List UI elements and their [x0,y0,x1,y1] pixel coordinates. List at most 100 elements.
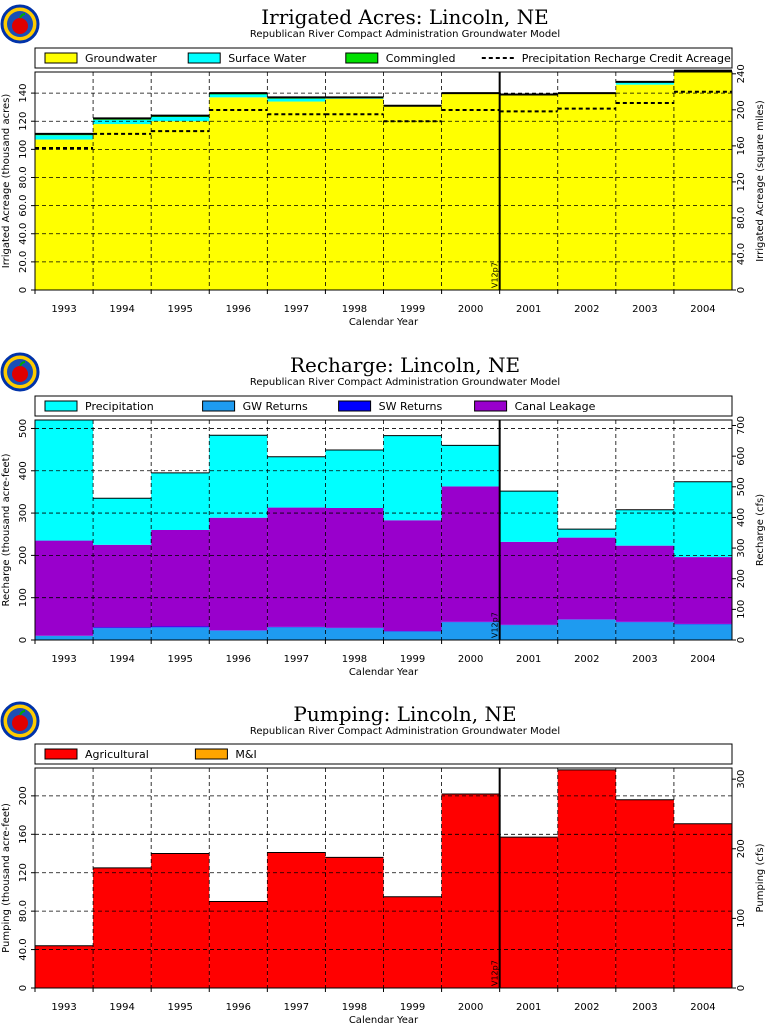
x-tick-label: 2003 [632,304,657,315]
data-bar-canal-leakage [325,508,384,628]
data-bar-surface-water [267,98,326,102]
data-bar-surface-water [151,117,210,122]
y-tick-label: 40.0 [18,938,29,960]
y2-axis-label: Pumping (cfs) [755,843,766,912]
logo-apple [12,715,28,731]
marker-label: V12p7 [491,960,500,986]
y2-axis-label: Recharge (cfs) [755,494,766,566]
y-axis-label: Irrigated Acreage (thousand acres) [1,94,12,269]
x-tick-label: 2004 [690,654,715,665]
data-bar-agricultural [151,853,210,988]
y-tick-label: 0 [18,637,29,643]
data-bar-gw-returns [557,619,616,640]
x-tick-label: 1996 [226,304,251,315]
x-tick-label: 2000 [458,1002,483,1013]
data-bar-gw-returns [93,628,152,640]
y-tick-label: 160 [18,825,29,844]
x-tick-label: 1999 [400,1002,425,1013]
x-tick-label: 1997 [284,304,309,315]
legend-swatch [194,748,228,760]
data-bar-groundwater [325,98,384,290]
data-bar-gw-returns [673,624,732,640]
data-bar-canal-leakage [93,544,152,628]
y-tick-label: 0 [18,985,29,991]
data-bar-precipitation [151,472,210,530]
data-bar-agricultural [267,852,326,988]
y-tick-label: 80.0 [18,900,29,922]
x-tick-label: 2000 [458,304,483,315]
y2-tick-label: 100 [736,600,747,619]
y2-tick-label: 240 [736,64,747,83]
data-bar-groundwater [615,84,674,290]
y-tick-label: 60.0 [18,194,29,216]
data-bar-agricultural [615,799,674,988]
y-tick-label: 200 [18,786,29,805]
x-tick-label: 2004 [690,1002,715,1013]
data-bar-canal-leakage [673,557,732,624]
y-tick-label: 0 [18,287,29,293]
y-tick-label: 140 [18,84,29,103]
x-tick-label: 1998 [342,1002,367,1013]
data-bar-surface-water [615,81,674,85]
data-bar-groundwater [209,97,268,290]
chart-panel-1 [0,4,736,294]
data-bar-canal-leakage [209,517,268,631]
legend-label: Surface Water [228,52,306,65]
y2-tick-label: 500 [736,477,747,496]
data-bar-agricultural [557,769,616,988]
logo-icon [0,4,40,44]
data-bar-agricultural [673,823,732,988]
legend-swatch [187,52,221,64]
data-bar-agricultural [209,901,268,988]
y-tick-label: 100 [18,140,29,159]
legend-label: Commingled [386,52,456,65]
chart-title: Pumping: Lincoln, NE [293,702,516,726]
data-bar-groundwater [499,94,558,290]
data-bar-surface-water [93,119,152,125]
y-tick-label: 100 [18,588,29,607]
data-bar-precipitation [557,529,616,538]
y-axis-label: Pumping (thousand acre-feet) [1,803,12,953]
data-bar-canal-leakage [383,520,442,632]
data-bar-groundwater [383,105,442,290]
legend-swatch [338,400,372,412]
legend-swatch [44,400,78,412]
x-tick-label: 2003 [632,1002,657,1013]
data-bar-precipitation [35,420,94,541]
chart-subtitle: Republican River Compact Administration … [250,377,560,388]
legend-label: Precipitation Recharge Credit Acreage [522,52,731,65]
x-tick-label: 1996 [226,654,251,665]
data-bar-groundwater [151,121,210,291]
x-tick-label: 2002 [574,654,599,665]
y2-tick-label: 80.0 [736,207,747,229]
y2-tick-label: 300 [736,770,747,789]
logo-apple [12,366,28,382]
logo-icon [0,701,40,741]
data-bar-surface-water [209,94,268,98]
y2-tick-label: 200 [736,100,747,119]
y-tick-label: 400 [18,461,29,480]
x-tick-label: 1998 [342,654,367,665]
legend-label: Canal Leakage [515,400,596,413]
chart-panel-3 [0,701,736,992]
data-bar-canal-leakage [151,530,210,627]
logo-apple [12,18,28,34]
y2-tick-label: 0 [736,287,747,293]
y-tick-label: 300 [18,504,29,523]
x-tick-label: 1994 [109,654,134,665]
legend-swatch [202,400,236,412]
chart-title: Recharge: Lincoln, NE [290,353,520,377]
x-tick-label: 1995 [167,654,192,665]
x-tick-label: 1999 [400,654,425,665]
y-tick-label: 20.0 [18,251,29,273]
data-bar-gw-returns [35,635,94,640]
x-tick-label: 2002 [574,1002,599,1013]
data-bar-gw-returns [267,627,326,640]
logo-icon [0,352,40,392]
x-tick-label: 2001 [516,304,541,315]
chart-panel-2 [0,352,736,644]
x-axis-label: Calendar Year [349,317,419,328]
legend-label: GW Returns [243,400,308,413]
x-tick-label: 2004 [690,304,715,315]
x-tick-label: 1997 [284,654,309,665]
